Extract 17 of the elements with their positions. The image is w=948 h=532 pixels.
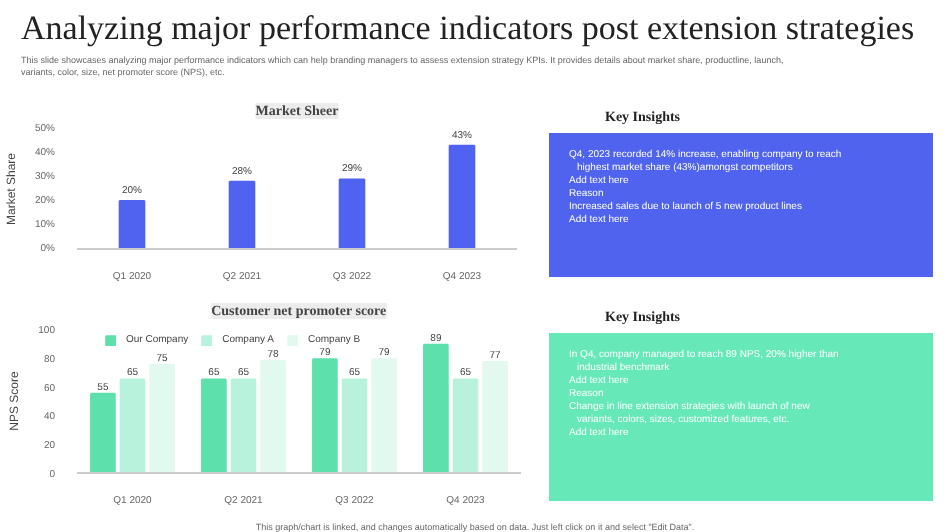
bar: [228, 180, 256, 249]
bar: [118, 200, 146, 249]
bar: [260, 359, 286, 473]
bar: [230, 378, 257, 473]
bar: [149, 364, 175, 473]
bar: [312, 358, 338, 473]
bar: [119, 378, 146, 473]
bar: [423, 343, 449, 473]
bar: [371, 358, 397, 473]
bar: [341, 378, 368, 473]
bar: [452, 378, 479, 473]
bar: [482, 361, 508, 473]
bar: [448, 144, 476, 249]
text: Analyzing major performance indicators post extension strategies: [21, 9, 915, 47]
bar: [90, 392, 116, 473]
bar: [201, 378, 227, 473]
bar: [338, 178, 366, 249]
